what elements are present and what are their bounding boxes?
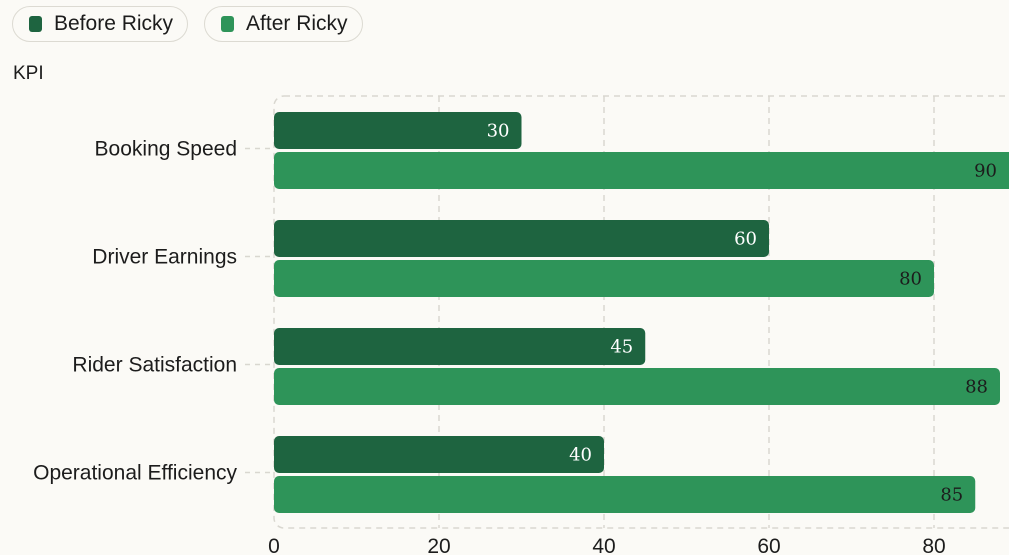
data-label: 80 [899, 269, 922, 290]
legend-label-before-ricky: Before Ricky [54, 12, 174, 35]
category-label: Operational Efficiency [33, 462, 237, 485]
data-label: 88 [965, 377, 988, 398]
legend-item-before-ricky[interactable]: Before Ricky [12, 6, 189, 42]
legend-label-after-ricky: After Ricky [246, 12, 348, 35]
data-label: 85 [940, 485, 963, 506]
category-label: Booking Speed [95, 138, 237, 161]
y-axis-title: KPI [13, 63, 44, 84]
bar-after-2[interactable] [274, 368, 1000, 405]
plot-area-border [273, 95, 1009, 529]
data-label: 45 [610, 337, 633, 358]
category-label: Rider Satisfaction [72, 354, 237, 377]
bar-before-1[interactable] [274, 220, 769, 257]
bar-before-3[interactable] [274, 436, 604, 473]
legend: Before Ricky After Ricky [12, 6, 363, 42]
x-tick-label-80: 80 [922, 535, 945, 555]
category-label: Driver Earnings [92, 246, 237, 269]
data-label: 30 [487, 121, 510, 142]
bar-before-0[interactable] [274, 112, 522, 149]
x-tick-label-40: 40 [592, 535, 615, 555]
bar-after-1[interactable] [274, 260, 934, 297]
data-label: 60 [734, 229, 757, 250]
data-label: 90 [974, 161, 997, 182]
bar-before-2[interactable] [274, 328, 646, 365]
x-tick-label-60: 60 [757, 535, 780, 555]
legend-item-after-ricky[interactable]: After Ricky [204, 6, 363, 42]
legend-swatch-after-ricky [221, 16, 235, 32]
legend-swatch-before-ricky [29, 16, 42, 32]
bar-after-0[interactable] [274, 152, 1009, 189]
bar-after-3[interactable] [274, 476, 976, 513]
data-label: 40 [569, 445, 592, 466]
x-tick-label-0: 0 [268, 535, 280, 555]
x-tick-label-20: 20 [427, 535, 450, 555]
